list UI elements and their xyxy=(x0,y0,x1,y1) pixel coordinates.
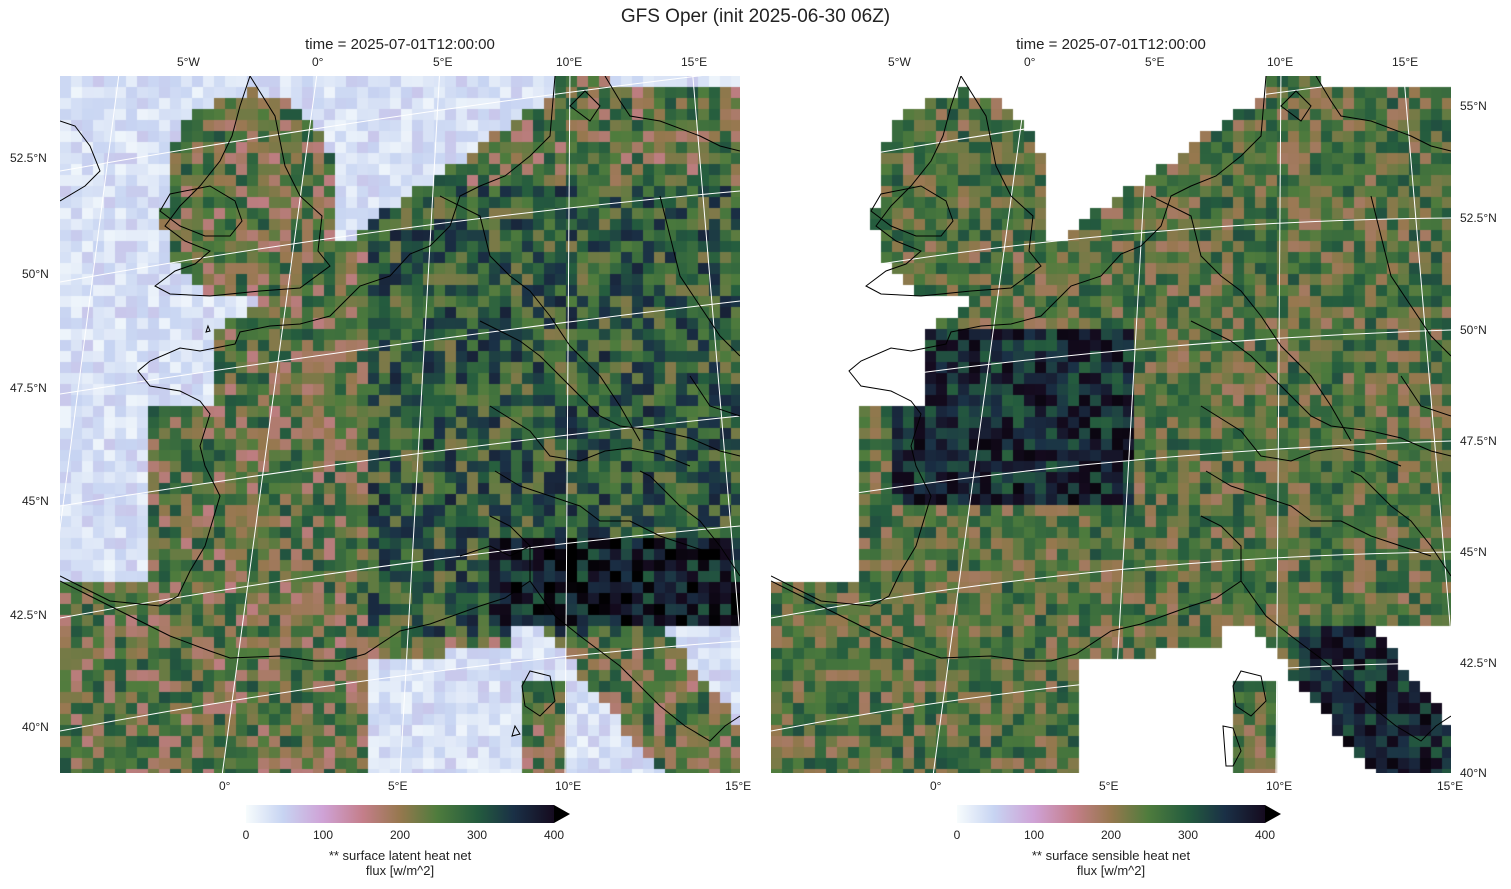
right-map-sensible-heat-flux xyxy=(771,76,1451,773)
right-top-lon-label-5e: 5°E xyxy=(1145,55,1165,69)
right-panel-time-title: time = 2025-07-01T12:00:00 xyxy=(1016,36,1206,53)
left-map-overlay xyxy=(60,76,740,773)
right-lat-label-47-5: 47.5°N xyxy=(1460,434,1497,448)
left-panel-time-title: time = 2025-07-01T12:00:00 xyxy=(305,36,495,53)
left-bottom-lon-label-10e: 10°E xyxy=(555,779,582,793)
right-bottom-lon-label-0: 0° xyxy=(930,779,942,793)
left-cbar-tick-400: 400 xyxy=(543,828,565,842)
right-colorbar-label-line1: ** surface sensible heat net xyxy=(1031,848,1191,863)
right-colorbar xyxy=(957,805,1281,823)
left-lat-label-47-5: 47.5°N xyxy=(10,381,47,395)
right-colorbar-label-line2: flux [w/m^2] xyxy=(1076,863,1146,878)
left-lat-label-50: 50°N xyxy=(22,267,49,281)
right-top-lon-label-15e: 15°E xyxy=(1392,55,1419,69)
right-cbar-tick-100: 100 xyxy=(1023,828,1045,842)
left-colorbar-label-line2: flux [w/m^2] xyxy=(365,863,435,878)
figure-title: GFS Oper (init 2025-06-30 06Z) xyxy=(620,6,891,27)
left-colorbar-label-line1: ** surface latent heat net xyxy=(328,848,472,863)
left-coastlines xyxy=(60,76,740,742)
right-coastlines xyxy=(771,76,1451,767)
left-bottom-lon-label-5e: 5°E xyxy=(388,779,408,793)
right-lat-label-45: 45°N xyxy=(1460,545,1487,559)
left-colorbar-label: ** surface latent heat net flux [w/m^2] xyxy=(240,848,560,878)
left-top-lon-label-5e: 5°E xyxy=(433,55,453,69)
right-top-lon-label-0: 0° xyxy=(1024,55,1036,69)
left-top-lon-label-5w: 5°W xyxy=(177,55,200,69)
left-colorbar xyxy=(246,805,570,823)
right-bottom-lon-label-5e: 5°E xyxy=(1099,779,1119,793)
left-bottom-lon-label-0: 0° xyxy=(219,779,231,793)
right-top-lon-label-10e: 10°E xyxy=(1267,55,1294,69)
left-map-latent-heat-flux xyxy=(60,76,740,773)
right-gridlines xyxy=(771,76,1451,773)
right-cbar-tick-400: 400 xyxy=(1254,828,1276,842)
right-top-lon-label-5w: 5°W xyxy=(888,55,911,69)
left-lat-label-45: 45°N xyxy=(22,494,49,508)
right-cbar-tick-300: 300 xyxy=(1177,828,1199,842)
left-colorbar-extend-arrow xyxy=(554,805,570,823)
left-cbar-tick-200: 200 xyxy=(389,828,411,842)
right-map-overlay xyxy=(771,76,1451,773)
right-lat-label-50: 50°N xyxy=(1460,323,1487,337)
left-top-lon-label-15e: 15°E xyxy=(681,55,708,69)
left-lat-label-42-5: 42.5°N xyxy=(10,608,47,622)
left-bottom-lon-label-15e: 15°E xyxy=(725,779,752,793)
left-lat-label-40: 40°N xyxy=(22,720,49,734)
left-cbar-tick-0: 0 xyxy=(242,828,250,842)
right-lat-label-52-5: 52.5°N xyxy=(1460,211,1497,225)
left-gridlines xyxy=(60,76,740,773)
right-bottom-lon-label-15e: 15°E xyxy=(1437,779,1464,793)
right-lat-label-40: 40°N xyxy=(1460,766,1487,780)
right-colorbar-label: ** surface sensible heat net flux [w/m^2… xyxy=(951,848,1271,878)
left-top-lon-label-10e: 10°E xyxy=(556,55,583,69)
right-bottom-lon-label-10e: 10°E xyxy=(1266,779,1293,793)
right-map-raster xyxy=(771,76,1451,773)
left-map-raster xyxy=(60,76,740,773)
right-lat-label-42-5: 42.5°N xyxy=(1460,656,1497,670)
left-lat-label-52-5: 52.5°N xyxy=(10,151,47,165)
left-cbar-tick-100: 100 xyxy=(312,828,334,842)
right-colorbar-extend-arrow xyxy=(1265,805,1281,823)
left-top-lon-label-0: 0° xyxy=(312,55,324,69)
right-lat-label-55: 55°N xyxy=(1460,99,1487,113)
left-cbar-tick-300: 300 xyxy=(466,828,488,842)
right-cbar-tick-200: 200 xyxy=(1100,828,1122,842)
right-cbar-tick-0: 0 xyxy=(953,828,961,842)
